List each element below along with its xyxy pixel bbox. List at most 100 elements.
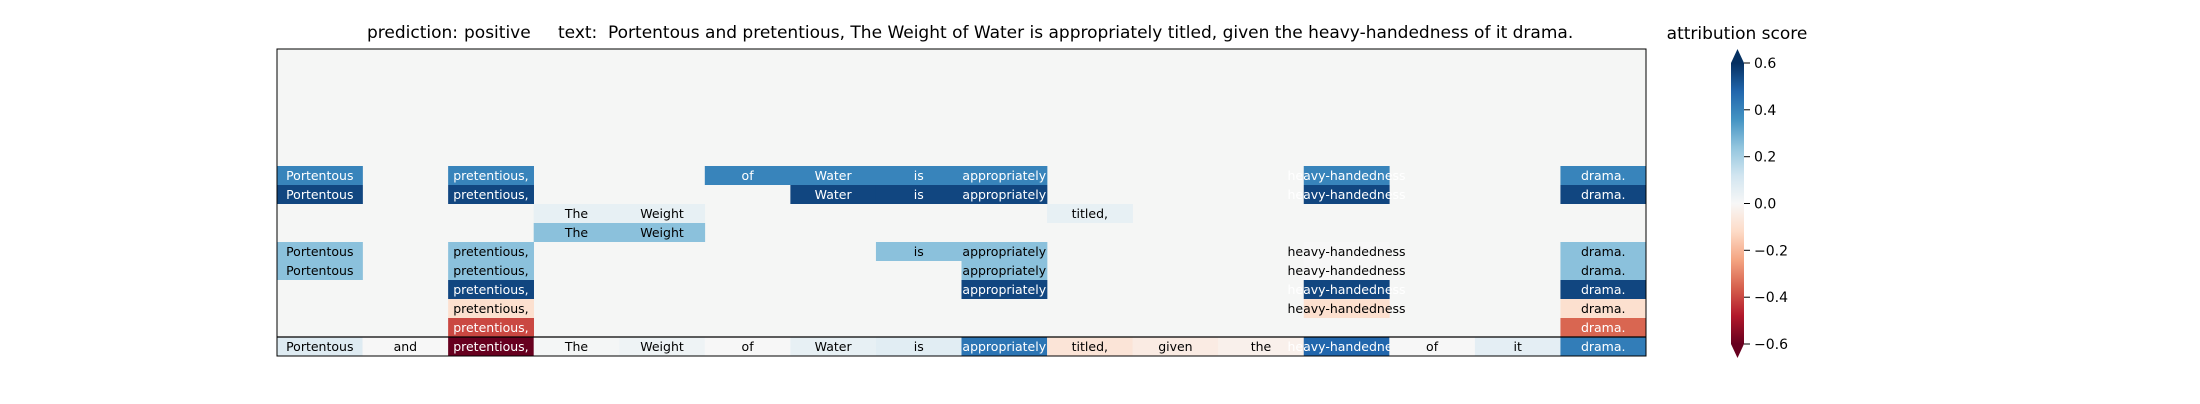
heatmap-cell-label: heavy-handedness: [1287, 282, 1405, 297]
heatmap-cell: of: [704, 166, 791, 185]
heatmap-cell-label: the: [1251, 339, 1272, 354]
heatmap-cell-label: Weight: [640, 339, 684, 354]
heatmap-cell-label: Portentous: [286, 168, 353, 183]
heatmap-cell-fill: [448, 242, 534, 261]
heatmap-cell-fill: [533, 337, 620, 356]
colorbar-tick-label: −0.6: [1754, 337, 1788, 353]
heatmap-cell: pretentious,: [448, 318, 534, 337]
heatmap-cell-label: is: [914, 244, 924, 259]
heatmap-cell-fill: [277, 337, 363, 356]
heatmap-cell: The: [533, 337, 620, 356]
colorbar-tick-label: −0.4: [1754, 290, 1788, 306]
heatmap-cell-fill: [1560, 261, 1647, 280]
heatmap-cell-fill: [1560, 318, 1647, 337]
heatmap-cell: appropriately: [961, 337, 1048, 356]
title-prediction-value: positive: [464, 23, 531, 43]
heatmap-cell-label: Portentous: [286, 263, 353, 278]
heatmap-cell-label: Water: [815, 339, 853, 354]
heatmap-cell-fill: [1303, 185, 1390, 204]
heatmap-cell-label: and: [394, 339, 418, 354]
title-prediction-label: prediction:: [367, 23, 458, 43]
colorbar-tick-label: 0.2: [1754, 150, 1776, 166]
heatmap-cell-fill: [448, 261, 534, 280]
heatmap-cell-label: is: [914, 339, 924, 354]
heatmap-cell-fill: [1218, 337, 1305, 356]
heatmap-cell: is: [875, 242, 962, 261]
heatmap-cell-fill: [1560, 280, 1647, 299]
heatmap-cell: pretentious,: [448, 261, 534, 280]
heatmap-cell-label: appropriately: [962, 339, 1046, 354]
heatmap-cell-label: Portentous: [286, 187, 353, 202]
heatmap-cell-fill: [448, 318, 534, 337]
heatmap-cell-fill: [961, 242, 1048, 261]
colorbar-tick-label: 0.6: [1754, 56, 1776, 72]
heatmap-cell-fill: [1047, 204, 1133, 223]
heatmap-cell: heavy-handedness: [1287, 261, 1406, 280]
heatmap-cell-fill: [1560, 185, 1647, 204]
heatmap-cell: appropriately: [961, 242, 1048, 261]
colorbar-ticks: 0.6 0.4 0.2 0.0 −0.2 −0.4 −0.6: [1744, 56, 1788, 353]
heatmap-cell-fill: [1303, 242, 1390, 261]
heatmap-cell-fill: [277, 261, 363, 280]
heatmap-cell-fill: [619, 337, 706, 356]
colorbar-gradient: [1731, 63, 1744, 344]
heatmap-cell-label: pretentious,: [453, 244, 528, 259]
heatmap-cell-fill: [1560, 337, 1647, 356]
heatmap-cell-fill: [1389, 337, 1476, 356]
heatmap-cell: is: [875, 337, 962, 356]
heatmap-cell-fill: [448, 280, 534, 299]
heatmap-cell: appropriately: [961, 280, 1048, 299]
heatmap-cells: Portentous and pretentious, The Weight of Wate…: [277, 166, 1647, 356]
heatmap-cell-fill: [533, 223, 620, 242]
heatmap-cell-label: heavy-handedness: [1287, 263, 1405, 278]
heatmap-cell-label: Portentous: [286, 339, 353, 354]
heatmap-cell: heavy-handedness: [1287, 280, 1406, 299]
heatmap-cell: drama.: [1560, 280, 1647, 299]
heatmap-cell: pretentious,: [448, 280, 534, 299]
heatmap-cell-label: pretentious,: [453, 282, 528, 297]
colorbar-extend-top: [1731, 49, 1744, 63]
heatmap-cell-fill: [1303, 280, 1390, 299]
heatmap-cell: of: [1389, 337, 1476, 356]
heatmap-cell-fill: [1560, 242, 1647, 261]
heatmap-cell-label: appropriately: [962, 168, 1046, 183]
heatmap-cell-label: heavy-handedness: [1287, 244, 1405, 259]
heatmap-cell-label: of: [742, 168, 755, 183]
heatmap-cell-label: The: [564, 206, 589, 221]
heatmap-cell-fill: [1303, 299, 1390, 318]
heatmap-cell-label: heavy-handedness: [1287, 168, 1405, 183]
title-text-value: Portentous and pretentious, The Weight o…: [608, 23, 1573, 43]
heatmap-cell: heavy-handedness: [1287, 242, 1406, 261]
heatmap-cell: it: [1474, 337, 1561, 356]
heatmap-cell: titled,: [1047, 204, 1133, 223]
heatmap-cell-label: drama.: [1581, 187, 1626, 202]
heatmap-cell-fill: [533, 204, 620, 223]
plot-frame: [276, 48, 1647, 357]
heatmap-cell: pretentious,: [448, 166, 534, 185]
heatmap-cell: heavy-handedness: [1287, 337, 1406, 356]
heatmap-cell-fill: [1132, 337, 1219, 356]
heatmap-cell-label: pretentious,: [453, 168, 528, 183]
heatmap-cell-fill: [875, 166, 962, 185]
heatmap-cell-label: drama.: [1581, 244, 1626, 259]
heatmap-cell: titled,: [1047, 337, 1133, 356]
heatmap-cell-fill: [790, 166, 877, 185]
heatmap-cell-label: drama.: [1581, 339, 1626, 354]
heatmap-cell-fill: [277, 185, 363, 204]
heatmap-cell-label: titled,: [1072, 206, 1108, 221]
heatmap-cell-fill: [1560, 166, 1647, 185]
heatmap-cell: Water: [790, 337, 877, 356]
heatmap-cell-label: Water: [815, 187, 853, 202]
colorbar-label: attribution score: [1667, 24, 1808, 44]
heatmap-cell: drama.: [1560, 318, 1647, 337]
heatmap-cell: heavy-handedness: [1287, 299, 1406, 318]
heatmap-cell-label: of: [742, 339, 755, 354]
heatmap-cell: drama.: [1560, 337, 1647, 356]
heatmap-cell: pretentious,: [448, 185, 534, 204]
heatmap-cell-label: Water: [815, 168, 853, 183]
heatmap-cell-fill: [875, 242, 962, 261]
heatmap-cell-label: heavy-handedness: [1287, 301, 1405, 316]
heatmap-cell-label: drama.: [1581, 282, 1626, 297]
heatmap-cell: is: [875, 166, 962, 185]
